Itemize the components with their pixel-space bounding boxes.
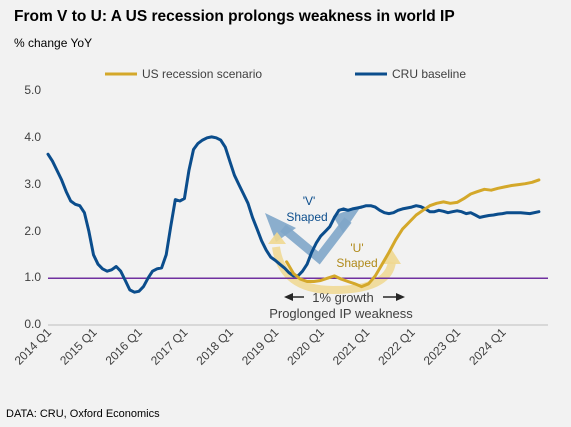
x-tick-label: 2017 Q1 — [148, 325, 191, 368]
growth-range-arrow — [284, 293, 405, 301]
x-tick-label: 2018 Q1 — [193, 325, 236, 368]
legend-label-cru-baseline: CRU baseline — [392, 67, 466, 81]
v-shape-arrow — [265, 205, 362, 265]
y-tick-label: 5.0 — [24, 83, 41, 97]
annotation-u-label: 'U' — [350, 241, 363, 255]
x-tick-label: 2015 Q1 — [57, 325, 100, 368]
y-tick-label: 0.0 — [24, 317, 41, 331]
y-tick-label: 3.0 — [24, 177, 41, 191]
x-tick-label: 2020 Q1 — [284, 325, 327, 368]
data-source-note: DATA: CRU, Oxford Economics — [6, 408, 160, 420]
series-line-us-recession-scenario — [285, 178, 541, 289]
annotation-growth: 1% growth — [312, 290, 373, 305]
annotation-u-shaped: Shaped — [336, 256, 377, 270]
annotation-v-shaped: Shaped — [286, 210, 327, 224]
annotation-prolonged-weakness: Proglonged IP weakness — [269, 306, 413, 321]
annotation-v-label: 'V' — [303, 194, 316, 208]
x-tick-label: 2023 Q1 — [421, 325, 464, 368]
x-tick-label: 2016 Q1 — [103, 325, 146, 368]
chart-title: From V to U: A US recession prolongs wea… — [14, 8, 455, 25]
y-tick-label: 1.0 — [24, 270, 41, 284]
x-tick-label: 2024 Q1 — [466, 325, 509, 368]
y-tick-label: 2.0 — [24, 224, 41, 238]
x-tick-label: 2021 Q1 — [330, 325, 373, 368]
y-tick-label: 4.0 — [24, 130, 41, 144]
x-tick-label: 2019 Q1 — [239, 325, 282, 368]
legend: US recession scenario CRU baseline — [105, 67, 466, 81]
series-line-cru-baseline — [46, 135, 541, 294]
x-axis: 2014 Q1 2015 Q1 2016 Q1 2017 Q1 2018 Q1 2019 … — [12, 325, 509, 368]
y-axis: 0.0 1.0 2.0 3.0 4.0 5.0 — [24, 83, 41, 331]
chart-subtitle: % change YoY — [14, 36, 93, 50]
chart-area: 0.0 1.0 2.0 3.0 4.0 5.0 2014 Q1 2015 Q1 20… — [12, 67, 548, 368]
legend-label-us-recession: US recession scenario — [142, 67, 262, 81]
x-tick-label: 2022 Q1 — [375, 325, 418, 368]
x-tick-label: 2014 Q1 — [12, 325, 55, 368]
